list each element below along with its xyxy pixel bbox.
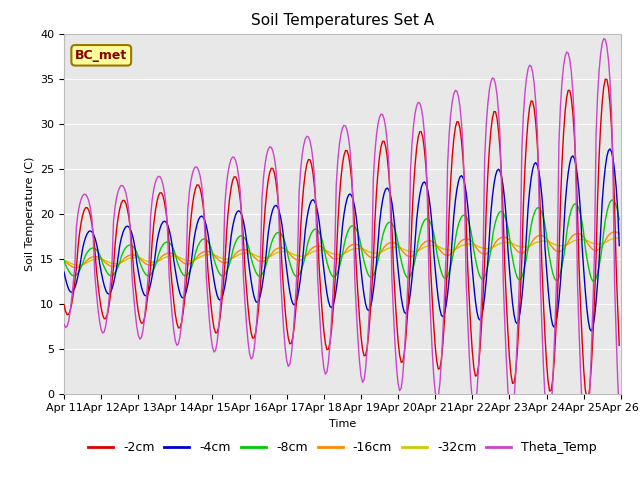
Title: Soil Temperatures Set A: Soil Temperatures Set A xyxy=(251,13,434,28)
Text: BC_met: BC_met xyxy=(75,49,127,62)
Legend: -2cm, -4cm, -8cm, -16cm, -32cm, Theta_Temp: -2cm, -4cm, -8cm, -16cm, -32cm, Theta_Te… xyxy=(83,436,602,459)
Y-axis label: Soil Temperature (C): Soil Temperature (C) xyxy=(24,156,35,271)
X-axis label: Time: Time xyxy=(329,419,356,429)
